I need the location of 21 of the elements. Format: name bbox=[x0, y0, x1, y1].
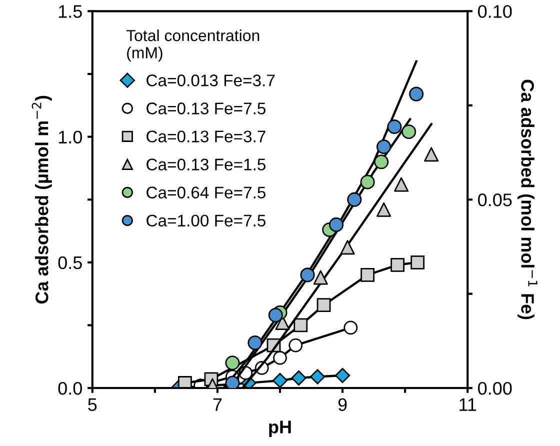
y-tick-label: 1.0 bbox=[58, 130, 82, 144]
x-tick-label: 5 bbox=[88, 398, 97, 412]
y-tick-label: 1.5 bbox=[58, 5, 82, 18]
legend-label: Ca=0.64 Fe=7.5 bbox=[146, 186, 266, 198]
legend-label: Ca=0.013 Fe=3.7 bbox=[146, 74, 275, 86]
legend-title: Total concentration (mM) bbox=[126, 29, 260, 62]
y-tick-label: 0.0 bbox=[58, 382, 82, 395]
x-tick-label: 11 bbox=[460, 398, 476, 411]
legend-label: Ca=0.13 Fe=1.5 bbox=[146, 158, 266, 170]
x-tick-label: 7 bbox=[213, 398, 222, 411]
y2-tick-label: 0.05 bbox=[478, 194, 512, 206]
legend-label: Ca=1.00 Fe=7.5 bbox=[146, 214, 266, 226]
y2-tick-label: 0.00 bbox=[478, 382, 512, 395]
y2-axis-title: Ca adsorbed (mol mol$^{−1}$ Fe) bbox=[518, 80, 538, 320]
x-tick-label: 9 bbox=[338, 398, 347, 412]
legend-label: Ca=0.13 Fe=7.5 bbox=[146, 102, 266, 114]
y-tick-label: 0.5 bbox=[58, 256, 82, 270]
legend-label: Ca=0.13 Fe=3.7 bbox=[146, 130, 266, 142]
x-axis-title: pH bbox=[269, 420, 291, 437]
y2-tick-label: 0.10 bbox=[478, 5, 512, 18]
y-axis-title: Ca adsorbed (µmol m$^{−2}$) bbox=[32, 96, 52, 304]
